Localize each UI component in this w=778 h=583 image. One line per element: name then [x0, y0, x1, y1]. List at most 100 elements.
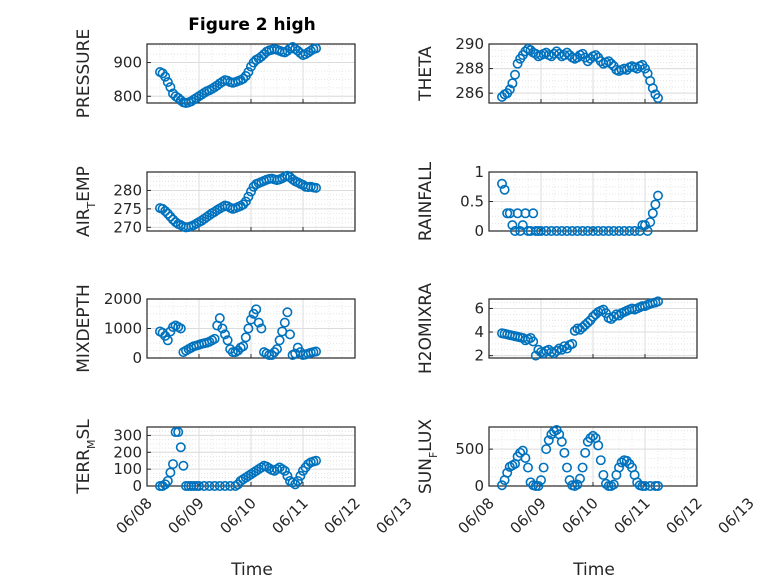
data-point: [502, 467, 513, 478]
y-axis-label: MIXDEPTH: [74, 284, 94, 373]
y-tick-label: 288: [455, 60, 484, 78]
data-point: [551, 46, 562, 57]
data-point: [292, 475, 303, 486]
y-tick-label: 2000: [104, 290, 142, 308]
data-point: [162, 77, 173, 88]
data-point: [209, 333, 220, 344]
subplot-0: 800 900 PRESSURE: [74, 29, 356, 118]
data-point: [567, 338, 578, 349]
y-tick-label: 270: [113, 218, 142, 236]
data-point: [168, 459, 179, 470]
data-point: [496, 178, 507, 189]
data-point: [217, 323, 228, 334]
data-point: [178, 460, 189, 471]
data-point: [577, 462, 588, 473]
data-point: [559, 447, 570, 458]
data-point: [603, 56, 614, 67]
data-point: [160, 71, 171, 82]
data-point: [220, 480, 231, 491]
y-tick-label: 900: [113, 54, 142, 72]
data-point: [546, 226, 557, 237]
data-point: [256, 323, 267, 334]
data-point: [209, 480, 220, 491]
y-tick-label: 6: [474, 299, 484, 317]
y-tick-label: 0: [132, 477, 142, 495]
data-point: [269, 347, 280, 358]
data-point: [551, 226, 562, 237]
y-tick-label: 800: [113, 87, 142, 105]
y-tick-label: 1: [474, 163, 484, 181]
data-point: [606, 58, 617, 69]
data-point: [561, 226, 572, 237]
data-point: [246, 186, 257, 197]
data-point: [645, 217, 656, 228]
y-tick-label: 286: [455, 84, 484, 102]
data-point: [561, 47, 572, 58]
data-point: [243, 323, 254, 334]
data-point: [251, 304, 262, 315]
data-point: [538, 462, 549, 473]
data-point: [253, 317, 264, 328]
data-point: [243, 191, 254, 202]
data-point: [522, 462, 533, 473]
data-point: [569, 325, 580, 336]
data-point: [279, 317, 290, 328]
y-tick-label: 2: [474, 347, 484, 365]
data-point: [556, 226, 567, 237]
data-point: [629, 226, 640, 237]
data-point: [282, 307, 293, 318]
data-point: [624, 226, 635, 237]
data-point: [310, 346, 321, 357]
data-point: [590, 50, 601, 61]
data-point: [240, 196, 251, 207]
data-point: [652, 480, 663, 491]
y-axis-label: THETA: [416, 46, 436, 102]
data-point: [310, 455, 321, 466]
x-axis-label-right: Time: [572, 560, 615, 580]
y-tick-label: 500: [455, 440, 484, 458]
data-point: [652, 296, 663, 307]
data-point: [528, 336, 539, 347]
y-tick-label: 0: [132, 349, 142, 367]
data-point: [639, 480, 650, 491]
data-point: [598, 469, 609, 480]
data-point: [639, 220, 650, 231]
y-axis-label: SUNFLUX: [416, 419, 440, 494]
y-axis-label: AIRTEMP: [74, 166, 98, 237]
data-point: [504, 84, 515, 95]
subplot-4: 0 1000 2000 MIXDEPTH: [74, 284, 356, 373]
data-point: [520, 452, 531, 463]
data-point: [567, 226, 578, 237]
data-point: [621, 455, 632, 466]
data-point: [266, 350, 277, 361]
data-point: [287, 174, 298, 185]
y-axis-label: TERRMSL: [74, 419, 98, 495]
data-point: [572, 479, 583, 490]
y-tick-label: 280: [113, 181, 142, 199]
data-point: [238, 341, 249, 352]
x-axis-label-left: Time: [230, 560, 273, 580]
data-point: [582, 56, 593, 67]
data-point: [284, 329, 295, 340]
data-point: [535, 226, 546, 237]
data-point: [593, 226, 604, 237]
data-point: [162, 335, 173, 346]
data-point: [580, 447, 591, 458]
data-point: [642, 226, 653, 237]
data-point: [603, 226, 614, 237]
data-point: [160, 206, 171, 217]
data-point: [279, 465, 290, 476]
data-point: [587, 226, 598, 237]
data-point: [214, 480, 225, 491]
data-point: [608, 311, 619, 322]
data-point: [175, 323, 186, 334]
data-point: [310, 43, 321, 54]
data-point: [509, 226, 520, 237]
data-point: [214, 313, 225, 324]
data-point: [507, 220, 518, 231]
data-point: [574, 473, 585, 484]
data-point: [582, 226, 593, 237]
y-tick-label: 4: [474, 323, 484, 341]
